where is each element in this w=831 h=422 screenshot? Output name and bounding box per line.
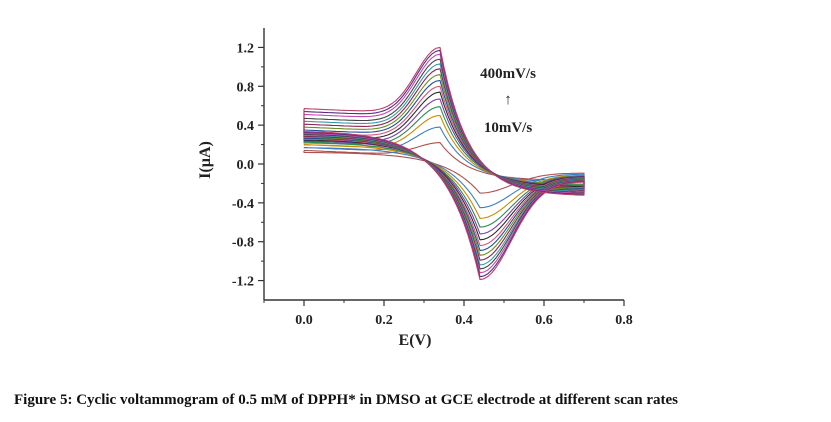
y-axis-title: I(µA) (197, 141, 214, 179)
plot-axes: 0.0 0.2 0.4 0.6 0.8 1.2 0.8 0.4 0.0 -0.4 -0.8 -1.2 (232, 28, 633, 328)
y-tick-label: -0.8 (232, 236, 254, 251)
x-tick-label: 0.0 (295, 313, 313, 328)
x-tick-label: 0.2 (375, 313, 393, 328)
y-tick-label: 0.0 (237, 158, 255, 173)
y-tick-label: 0.4 (237, 119, 255, 134)
y-tick-label: 1.2 (237, 41, 255, 56)
y-tick-label: -0.4 (232, 197, 254, 212)
cv-curve-9 (303, 74, 585, 256)
cv-curve-5 (303, 98, 585, 235)
y-tick-label: 0.8 (237, 80, 255, 95)
x-axis-title: E(V) (399, 332, 432, 349)
scan-rate-arrow: ↑ (504, 92, 512, 108)
cv-curve-15 (303, 46, 585, 281)
y-tick-label: -1.2 (232, 275, 254, 290)
x-tick-label: 0.4 (455, 313, 473, 328)
x-tick-label: 0.6 (535, 313, 553, 328)
plot-curves (303, 46, 585, 281)
scan-rate-high-label: 400mV/s (480, 66, 536, 82)
cv-curve-6 (303, 91, 585, 241)
x-tick-label: 0.8 (615, 313, 633, 328)
cv-curve-10 (303, 68, 585, 261)
figure-caption: Figure 5: Cyclic voltammogram of 0.5 mM … (14, 392, 679, 408)
scan-rate-low-label: 10mV/s (484, 120, 532, 136)
cyclic-voltammogram-chart: 0.0 0.2 0.4 0.6 0.81.20.80.40.0-0.4-0.8-1.2 … (197, 28, 633, 349)
